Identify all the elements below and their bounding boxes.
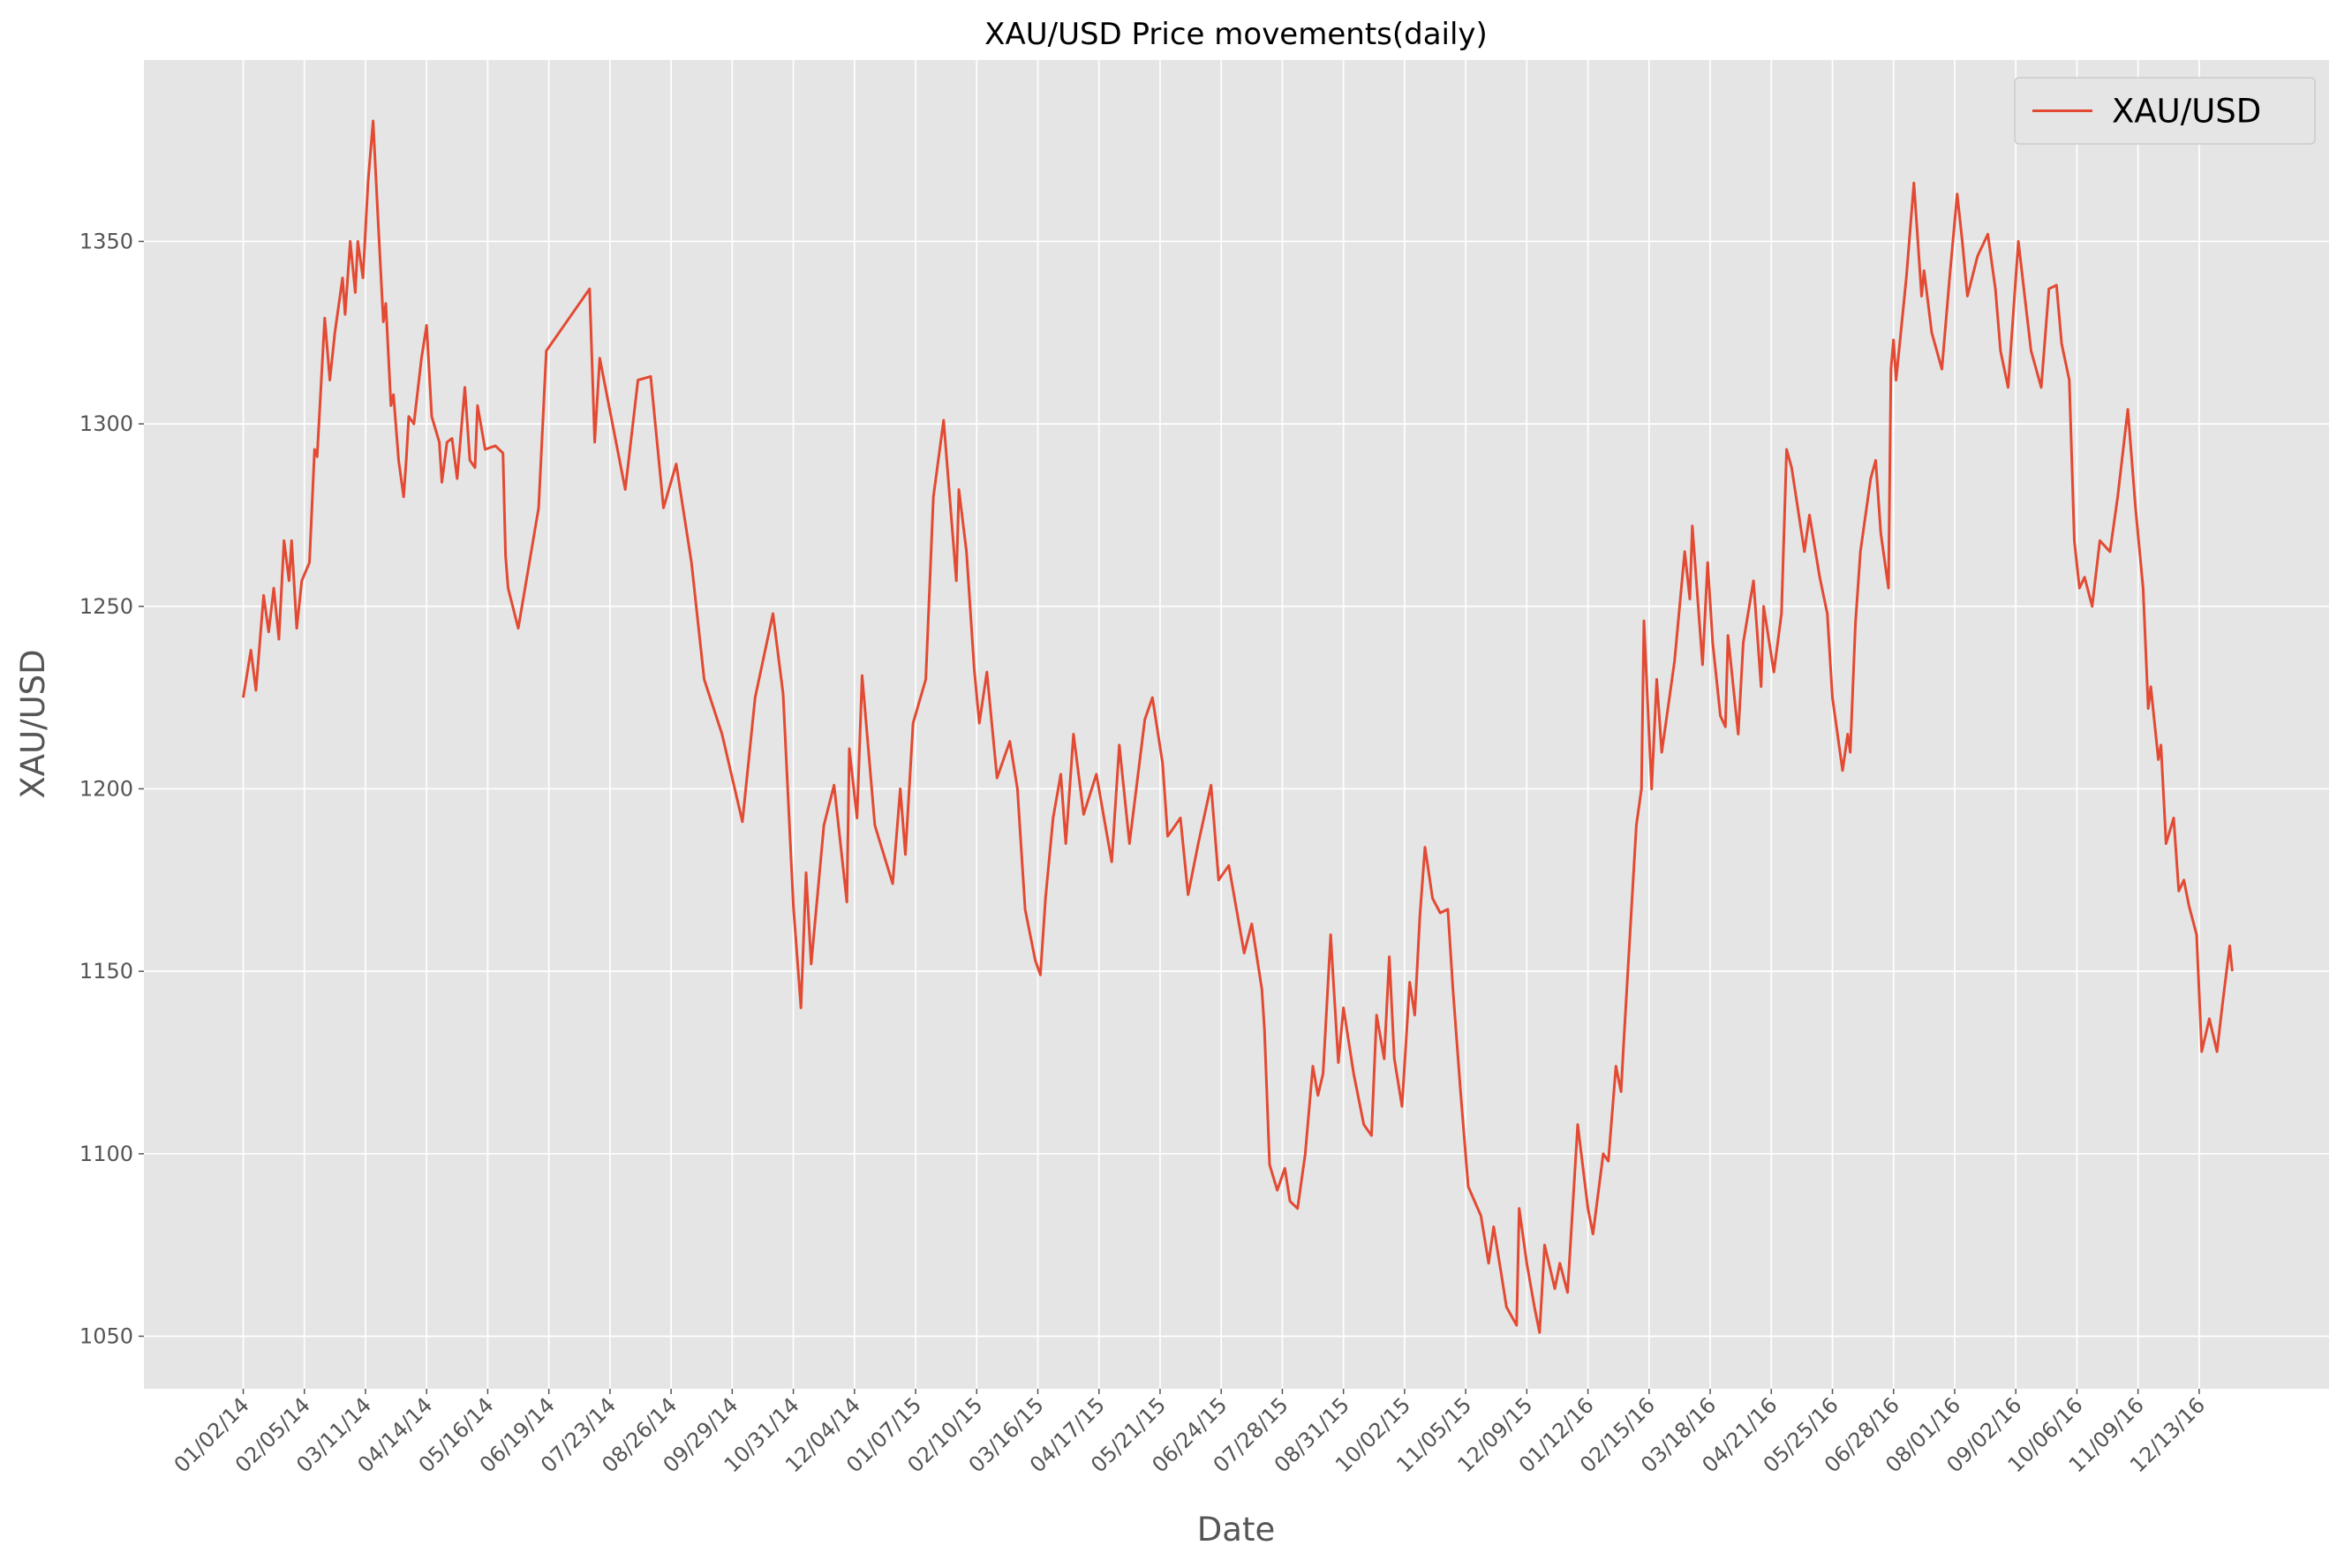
x-axis-label: Date: [1197, 1511, 1275, 1549]
legend: XAU/USD: [2014, 77, 2316, 145]
marks: [242, 119, 2234, 1334]
price-line: [242, 119, 2234, 1334]
legend-box: [2014, 77, 2316, 145]
y-tick-label: 1200: [79, 776, 133, 801]
plot-area: [144, 60, 2329, 1389]
y-tick-label: 1100: [79, 1142, 133, 1166]
chart-title: XAU/USD Price movements(daily): [984, 17, 1488, 52]
grid: [144, 60, 2329, 1389]
y-axis-label: XAU/USD: [14, 649, 52, 798]
legend-label: XAU/USD: [2112, 93, 2261, 131]
y-tick-label: 1300: [79, 411, 133, 436]
y-tick-label: 1150: [79, 959, 133, 984]
y-tick-label: 1350: [79, 229, 133, 253]
y-tick-label: 1050: [79, 1323, 133, 1348]
y-tick-label: 1250: [79, 594, 133, 619]
